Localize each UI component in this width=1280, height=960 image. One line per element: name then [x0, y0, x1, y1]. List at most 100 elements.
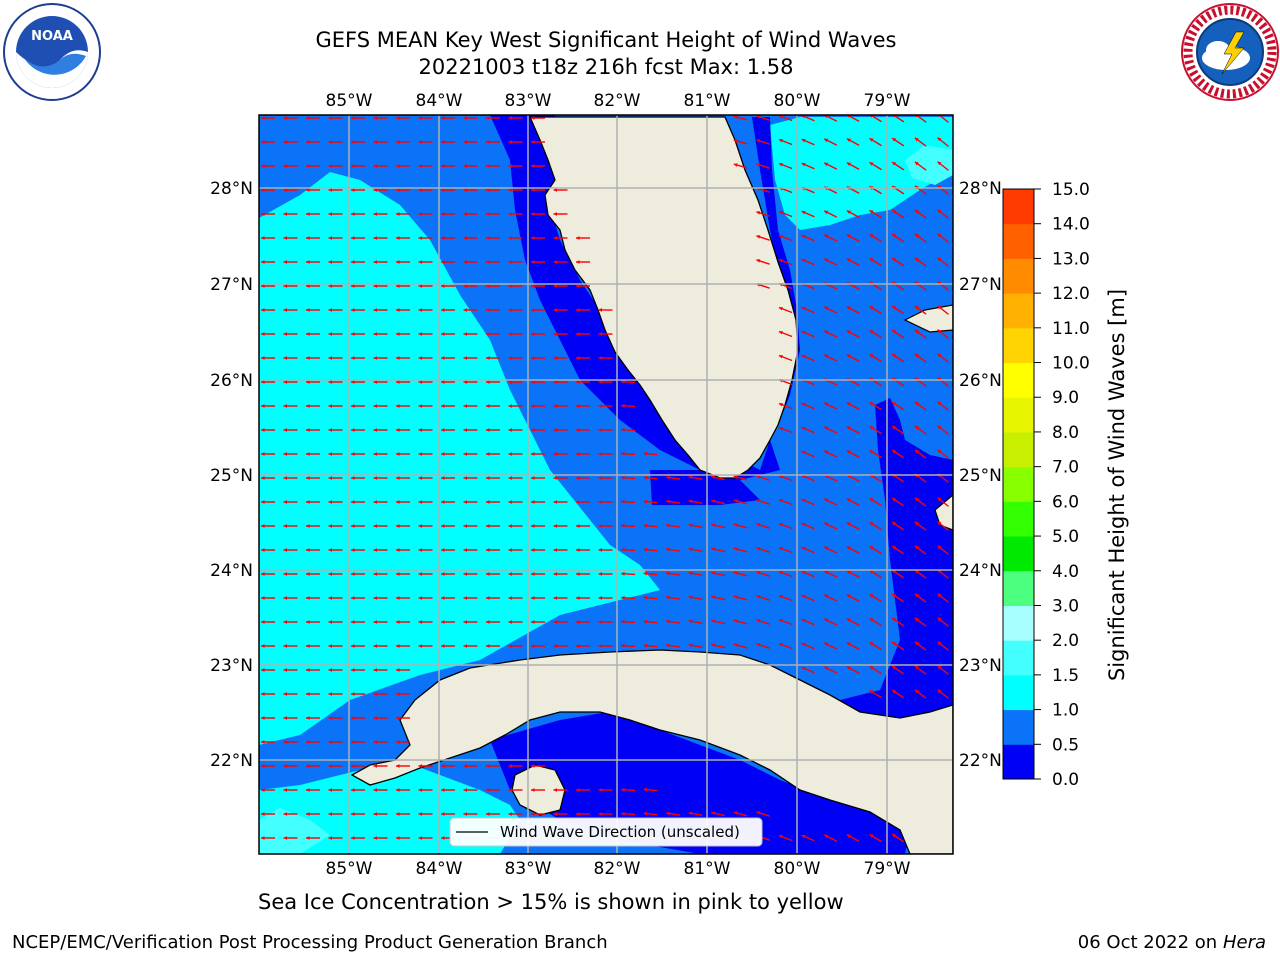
wave-direction-arrow [463, 596, 478, 600]
wave-direction-arrow [283, 692, 298, 696]
wave-direction-arrow [778, 426, 793, 434]
wave-direction-arrow [373, 380, 388, 384]
wave-direction-arrow [463, 812, 478, 816]
wave-direction-arrow [665, 811, 681, 816]
wave-direction-arrow [665, 523, 681, 528]
wave-direction-arrow [328, 812, 343, 816]
wave-direction-arrow [441, 116, 455, 120]
wave-direction-arrow [396, 212, 410, 216]
wave-direction-arrow [328, 548, 343, 552]
wave-direction-arrow [306, 620, 320, 624]
wave-direction-arrow [531, 452, 545, 456]
wave-direction-arrow [823, 306, 838, 314]
wave-direction-arrow [373, 212, 388, 216]
lon-label-top: 81°W [684, 91, 731, 111]
wave-direction-arrow [891, 329, 905, 339]
wave-direction-arrow [373, 500, 388, 504]
wave-direction-arrow [396, 524, 410, 528]
wave-direction-arrow [801, 450, 815, 458]
wave-direction-arrow [553, 500, 568, 504]
wave-direction-arrow [688, 619, 703, 624]
wave-direction-arrow [396, 668, 410, 672]
wave-direction-arrow [396, 284, 410, 288]
wave-direction-arrow [508, 212, 523, 216]
wave-direction-arrow [891, 569, 905, 579]
wave-direction-arrow [643, 451, 658, 456]
wave-direction-arrow [306, 812, 320, 816]
wave-direction-arrow [598, 500, 613, 504]
wave-direction-arrow [508, 788, 523, 792]
wave-direction-arrow [306, 140, 320, 144]
lon-label-bottom: 83°W [505, 859, 552, 879]
wave-direction-arrow [937, 425, 949, 435]
wave-direction-arrow [441, 308, 455, 312]
wave-direction-arrow [261, 548, 275, 552]
wave-direction-arrow [508, 500, 523, 504]
wave-direction-arrow [418, 452, 433, 456]
wave-direction-arrow [553, 548, 568, 552]
wave-direction-arrow [937, 401, 949, 411]
wave-direction-arrow [665, 619, 681, 624]
wave-direction-arrow [396, 356, 410, 360]
wave-direction-arrow [553, 236, 568, 240]
land-bahamas-andros [934, 494, 953, 531]
wave-direction-arrow [328, 356, 343, 360]
wave-direction-arrow [306, 500, 320, 504]
wave-direction-arrow [463, 644, 478, 648]
colorbar-segment [1003, 466, 1034, 502]
wave-direction-arrow [306, 404, 320, 408]
wave-direction-arrow [373, 644, 388, 648]
wave-direction-arrow [643, 499, 658, 504]
lon-label-bottom: 82°W [594, 859, 641, 879]
colorbar-segment [1003, 258, 1034, 294]
wave-direction-arrow [328, 452, 343, 456]
wave-direction-arrow [306, 692, 320, 696]
wave-direction-arrow [373, 524, 388, 528]
wave-direction-arrow [328, 836, 343, 840]
wave-direction-arrow [733, 475, 748, 481]
wave-direction-arrow [351, 116, 365, 120]
wave-direction-arrow [531, 644, 545, 648]
wave-direction-arrow [418, 428, 433, 432]
wave-direction-arrow [373, 260, 388, 264]
wave-direction-arrow [373, 476, 388, 480]
wave-direction-arrow [869, 209, 882, 219]
wave-direction-arrow [351, 572, 365, 576]
wave-direction-arrow [283, 596, 298, 600]
wave-direction-arrow [869, 257, 882, 267]
wave-direction-arrow [937, 641, 949, 651]
colorbar-segment [1003, 362, 1034, 398]
wave-direction-arrow [441, 212, 455, 216]
wave-direction-arrow [261, 236, 275, 240]
wave-direction-arrow [869, 665, 882, 675]
wave-direction-arrow [418, 476, 433, 480]
wave-direction-arrow [914, 401, 927, 411]
wave-direction-arrow [351, 764, 365, 768]
wave-direction-arrow [823, 115, 838, 122]
wave-direction-arrow [937, 521, 949, 531]
wave-direction-arrow [914, 449, 927, 459]
wave-direction-arrow [418, 644, 433, 648]
wave-direction-arrow [891, 233, 905, 243]
wave-direction-arrow [598, 572, 613, 576]
wave-direction-arrow [441, 356, 455, 360]
wave-direction-arrow [688, 523, 703, 528]
wave-direction-arrow [914, 593, 927, 603]
wave-direction-arrow [441, 380, 455, 384]
wave-direction-arrow [869, 329, 882, 339]
wave-direction-arrow [306, 764, 320, 768]
wave-direction-arrow [418, 164, 433, 168]
wave-direction-arrow [598, 548, 613, 552]
wave-direction-arrow [261, 428, 275, 432]
wave-direction-arrow [508, 644, 523, 648]
wave-direction-arrow [801, 666, 815, 674]
wave-direction-arrow [891, 545, 905, 555]
lat-label-right: 26°N [959, 371, 1002, 391]
wave-direction-arrow [891, 305, 905, 315]
wave-direction-arrow [665, 595, 681, 600]
wave-direction-arrow [643, 547, 658, 552]
wave-direction-arrow [283, 836, 298, 840]
wave-direction-arrow [351, 356, 365, 360]
credit-text: NCEP/EMC/Verification Post Processing Pr… [12, 932, 608, 953]
wave-direction-arrow [778, 570, 793, 578]
